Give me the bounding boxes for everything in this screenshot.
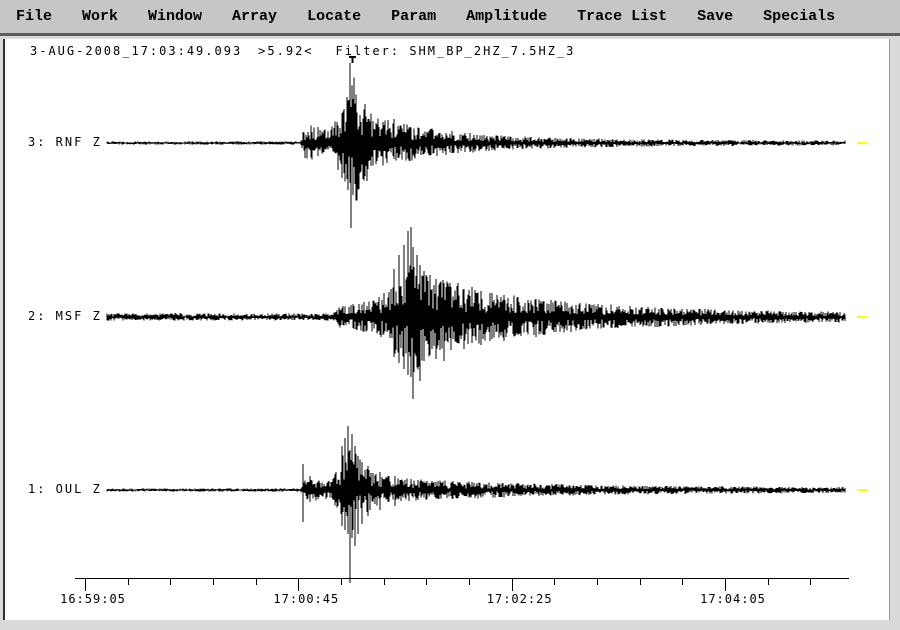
axis-tick-label: 16:59:05 bbox=[60, 592, 126, 606]
menu-item-work[interactable]: Work bbox=[82, 8, 119, 25]
menu-item-save[interactable]: Save bbox=[697, 8, 734, 25]
menu-item-trace-list[interactable]: Trace List bbox=[577, 8, 668, 25]
trace-label-rnf: 3: RNF Z bbox=[28, 135, 102, 149]
menu-item-array[interactable]: Array bbox=[232, 8, 278, 25]
menu-item-param[interactable]: Param bbox=[391, 8, 437, 25]
trace-canvas[interactable] bbox=[5, 39, 890, 620]
axis-tick-label: 17:02:25 bbox=[486, 592, 553, 606]
trace-label-oul: 1: OUL Z bbox=[28, 482, 102, 496]
menu-bar: File Work Window Array Locate Param Amplitude T… bbox=[0, 0, 900, 36]
window-inner-border bbox=[3, 39, 5, 620]
menu-item-amplitude[interactable]: Amplitude bbox=[466, 8, 548, 25]
header-line: 3-AUG-2008_17:03:49.093 >5.92< Filter: S… bbox=[30, 44, 575, 58]
axis-tick-label: 17:04:05 bbox=[700, 592, 766, 606]
trace-label-msf: 2: MSF Z bbox=[28, 309, 102, 323]
menu-item-file[interactable]: File bbox=[16, 8, 53, 25]
header-filter: Filter: SHM_BP_2HZ_7.5HZ_3 bbox=[335, 44, 576, 58]
menu-item-locate[interactable]: Locate bbox=[307, 8, 362, 25]
axis-tick-label: 17:00:45 bbox=[273, 592, 340, 606]
header-magnitude: >5.92< bbox=[258, 44, 314, 58]
menu-item-window[interactable]: Window bbox=[148, 8, 203, 25]
header-datetime: 3-AUG-2008_17:03:49.093 bbox=[30, 44, 243, 58]
menu-item-specials[interactable]: Specials bbox=[763, 8, 836, 25]
